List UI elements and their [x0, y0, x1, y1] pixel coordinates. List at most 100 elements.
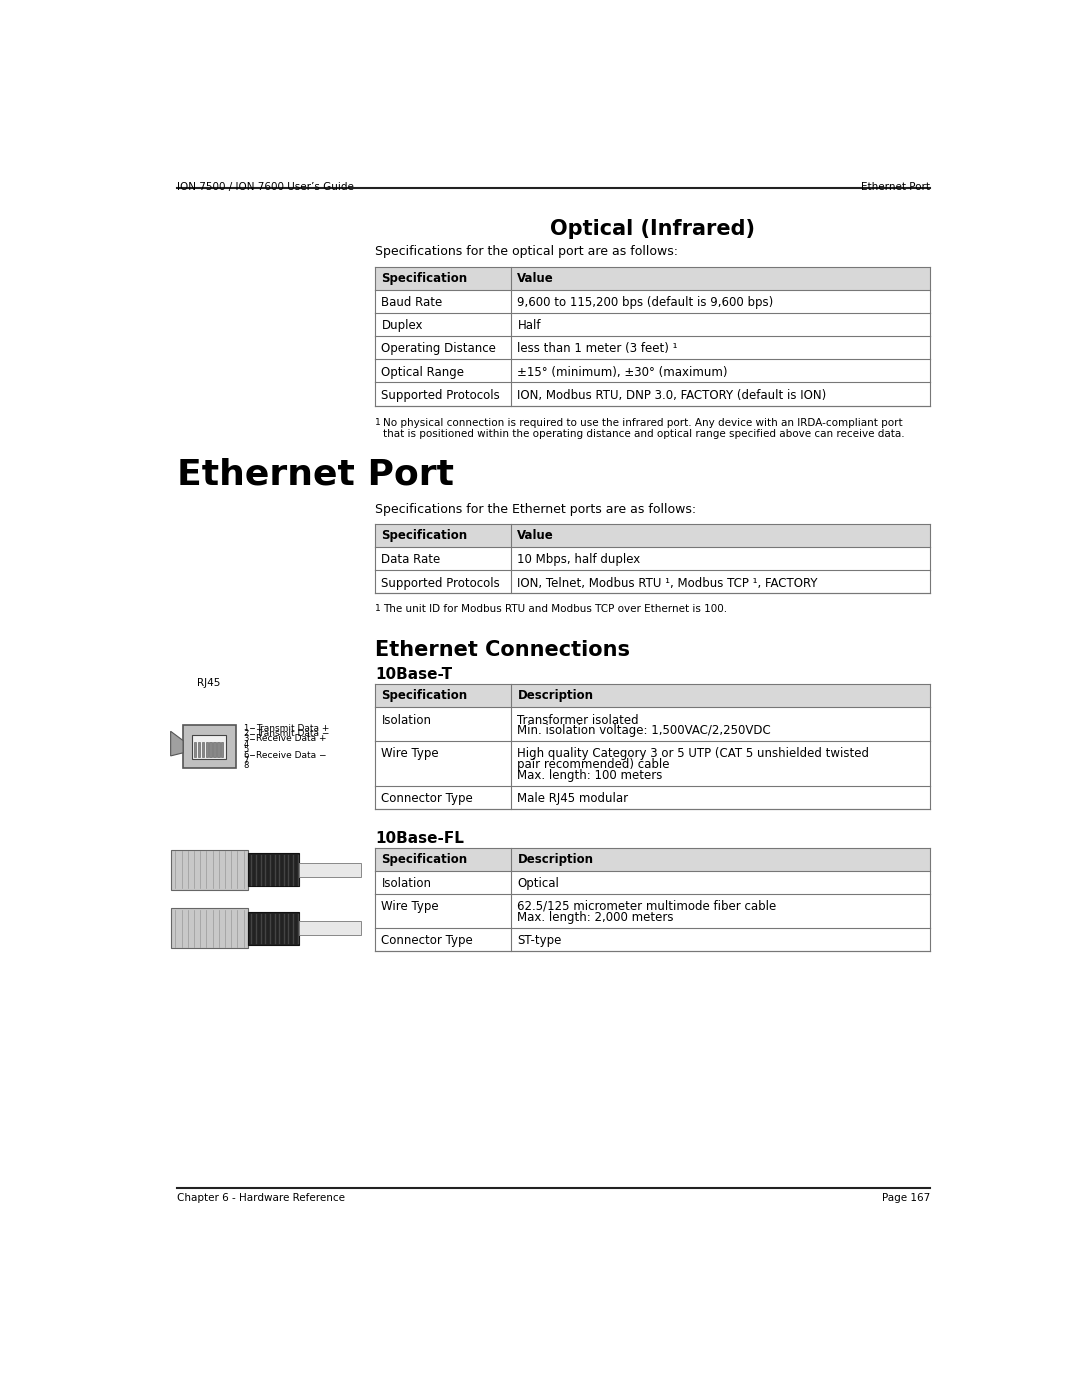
Bar	[375, 359, 930, 383]
Bar	[375, 337, 930, 359]
Text: Wire Type: Wire Type	[381, 747, 440, 760]
Text: Ethernet Port: Ethernet Port	[177, 458, 454, 492]
Text: 2: 2	[243, 729, 248, 738]
Text: 6: 6	[243, 750, 248, 760]
Text: 10 Mbps, half duplex: 10 Mbps, half duplex	[517, 553, 640, 566]
Polygon shape	[171, 731, 183, 756]
Bar	[375, 383, 930, 405]
Bar	[375, 570, 930, 594]
Text: 3: 3	[243, 735, 248, 743]
Text: Max. length: 2,000 meters: Max. length: 2,000 meters	[517, 911, 674, 923]
Text: 9,600 to 115,200 bps (default is 9,600 bps): 9,600 to 115,200 bps (default is 9,600 b…	[517, 296, 773, 309]
Text: Specification: Specification	[381, 852, 468, 866]
Bar	[198, 742, 200, 757]
Text: Isolation: Isolation	[381, 714, 431, 726]
Text: 5: 5	[243, 745, 248, 754]
Text: Transmit Data −: Transmit Data −	[256, 729, 329, 738]
Text: 7: 7	[243, 756, 248, 766]
Text: Duplex: Duplex	[381, 320, 423, 332]
Text: Value: Value	[517, 529, 554, 542]
Text: Connector Type: Connector Type	[381, 792, 473, 805]
Bar	[213, 742, 216, 757]
Text: pair recommended) cable: pair recommended) cable	[517, 759, 670, 771]
Text: Min. isolation voltage: 1,500VAC/2,250VDC: Min. isolation voltage: 1,500VAC/2,250VD…	[517, 725, 771, 738]
Bar	[298, 863, 361, 877]
Text: Male RJ45 modular: Male RJ45 modular	[517, 792, 629, 805]
Text: 10Base-FL: 10Base-FL	[375, 831, 464, 845]
Text: Specification: Specification	[381, 689, 468, 703]
Text: 1: 1	[243, 724, 248, 732]
Text: Transformer isolated: Transformer isolated	[517, 714, 639, 726]
Text: Description: Description	[517, 689, 593, 703]
Bar	[202, 742, 204, 757]
Text: 8: 8	[243, 761, 248, 770]
Bar	[171, 849, 248, 890]
Bar	[298, 922, 361, 936]
Text: Receive Data +: Receive Data +	[256, 735, 326, 743]
Text: 10Base-T: 10Base-T	[375, 668, 453, 682]
Text: ION 7500 / ION 7600 User’s Guide: ION 7500 / ION 7600 User’s Guide	[177, 182, 354, 193]
Text: Optical: Optical	[517, 877, 559, 890]
Bar	[375, 848, 930, 870]
Text: Specification: Specification	[381, 272, 468, 285]
Bar	[375, 870, 930, 894]
Text: Optical (Infrared): Optical (Infrared)	[550, 219, 755, 239]
Bar	[375, 313, 930, 337]
Text: 62.5/125 micrometer multimode fiber cable: 62.5/125 micrometer multimode fiber cabl…	[517, 900, 777, 912]
Bar	[375, 685, 930, 707]
Text: Receive Data −: Receive Data −	[256, 750, 326, 760]
Bar	[375, 548, 930, 570]
Text: Value: Value	[517, 272, 554, 285]
Text: Max. length: 100 meters: Max. length: 100 meters	[517, 768, 663, 782]
Text: Data Rate: Data Rate	[381, 553, 441, 566]
Bar	[205, 742, 208, 757]
Text: Isolation: Isolation	[381, 877, 431, 890]
Text: High quality Category 3 or 5 UTP (CAT 5 unshielded twisted: High quality Category 3 or 5 UTP (CAT 5 …	[517, 747, 869, 760]
Text: ION, Telnet, Modbus RTU ¹, Modbus TCP ¹, FACTORY: ION, Telnet, Modbus RTU ¹, Modbus TCP ¹,…	[517, 577, 818, 590]
Text: Specifications for the Ethernet ports are as follows:: Specifications for the Ethernet ports ar…	[375, 503, 697, 515]
Text: Supported Protocols: Supported Protocols	[381, 388, 500, 401]
Text: Operating Distance: Operating Distance	[381, 342, 497, 355]
Text: The unit ID for Modbus RTU and Modbus TCP over Ethernet is 100.: The unit ID for Modbus RTU and Modbus TC…	[383, 605, 727, 615]
Text: 1: 1	[375, 418, 381, 427]
Text: that is positioned within the operating distance and optical range specified abo: that is positioned within the operating …	[383, 429, 905, 439]
Text: 1: 1	[375, 605, 381, 613]
Text: Transmit Data +: Transmit Data +	[256, 724, 329, 732]
Bar	[375, 928, 930, 951]
Bar	[248, 854, 298, 886]
Bar	[210, 742, 212, 757]
Text: No physical connection is required to use the infrared port. Any device with an : No physical connection is required to us…	[383, 418, 903, 427]
Text: 4: 4	[243, 740, 248, 749]
Bar	[217, 742, 219, 757]
Text: Page 167: Page 167	[882, 1193, 930, 1203]
Text: Optical Range: Optical Range	[381, 366, 464, 379]
Bar	[248, 912, 298, 944]
Text: Ethernet Connections: Ethernet Connections	[375, 640, 631, 659]
Text: less than 1 meter (3 feet) ¹: less than 1 meter (3 feet) ¹	[517, 342, 678, 355]
Text: ±15° (minimum), ±30° (maximum): ±15° (minimum), ±30° (maximum)	[517, 366, 728, 379]
Text: Half: Half	[517, 320, 541, 332]
Text: Baud Rate: Baud Rate	[381, 296, 443, 309]
Text: Description: Description	[517, 852, 593, 866]
Bar	[375, 894, 930, 928]
Bar	[183, 725, 235, 768]
Text: ST-type: ST-type	[517, 933, 562, 947]
Text: Specification: Specification	[381, 529, 468, 542]
Text: Wire Type: Wire Type	[381, 900, 440, 912]
Text: Ethernet Port: Ethernet Port	[861, 182, 930, 193]
Text: RJ45: RJ45	[197, 678, 220, 689]
Bar	[194, 742, 197, 757]
Text: Specifications for the optical port are as follows:: Specifications for the optical port are …	[375, 246, 678, 258]
Bar	[375, 524, 930, 548]
Bar	[221, 742, 224, 757]
Bar	[375, 707, 930, 742]
Bar	[375, 267, 930, 291]
Bar	[375, 291, 930, 313]
Bar	[171, 908, 248, 949]
Text: Chapter 6 - Hardware Reference: Chapter 6 - Hardware Reference	[177, 1193, 345, 1203]
Text: ION, Modbus RTU, DNP 3.0, FACTORY (default is ION): ION, Modbus RTU, DNP 3.0, FACTORY (defau…	[517, 388, 826, 401]
Bar	[192, 735, 227, 759]
Text: Connector Type: Connector Type	[381, 933, 473, 947]
Bar	[375, 787, 930, 809]
Text: Supported Protocols: Supported Protocols	[381, 577, 500, 590]
